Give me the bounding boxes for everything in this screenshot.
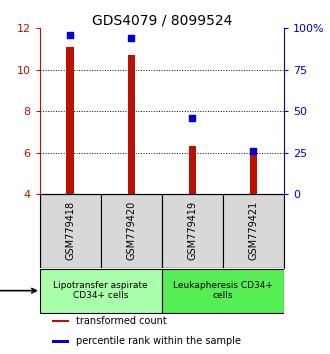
Bar [223, 194, 284, 268]
Bar [249, 155, 257, 194]
Bar [52, 340, 69, 343]
Bar [40, 194, 101, 268]
Point [189, 115, 195, 121]
Bar [52, 320, 69, 322]
Text: percentile rank within the sample: percentile rank within the sample [76, 336, 241, 346]
Text: GSM779421: GSM779421 [248, 201, 258, 261]
Point [129, 35, 134, 41]
Text: Leukapheresis CD34+
cells: Leukapheresis CD34+ cells [173, 281, 273, 300]
Bar [101, 194, 162, 268]
Text: Lipotransfer aspirate
CD34+ cells: Lipotransfer aspirate CD34+ cells [53, 281, 148, 300]
Bar [127, 55, 135, 194]
Text: cell type: cell type [0, 286, 36, 296]
Point [251, 148, 256, 154]
Text: GSM779420: GSM779420 [126, 201, 136, 261]
Bar [162, 194, 223, 268]
Text: GSM779419: GSM779419 [187, 201, 197, 261]
Bar [40, 269, 162, 313]
Text: transformed count: transformed count [76, 316, 167, 326]
Bar [162, 269, 284, 313]
Text: GSM779418: GSM779418 [65, 201, 75, 261]
Point [67, 32, 73, 38]
Bar [188, 146, 196, 194]
Title: GDS4079 / 8099524: GDS4079 / 8099524 [91, 13, 232, 27]
Bar [66, 47, 74, 194]
